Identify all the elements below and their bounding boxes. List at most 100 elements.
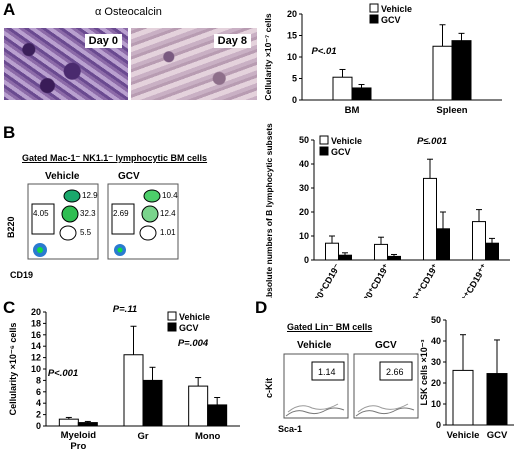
A-cellularity-cat-1: Spleen [436,105,467,116]
d-gcv-contour-2 [357,403,409,413]
D-lsk-ytick-label-4: 40 [431,336,441,346]
B-bsubsets-cat-0: B220⁺CD19⁻ [307,262,343,298]
D-lsk-cat-0: Vehicle [447,430,480,441]
B-bsubsets-legend-swatch-1 [319,146,329,156]
b-vehicle-gate-box [31,203,55,235]
b-gcv-plot-frame [107,183,179,260]
C-myeloid-ytick-label-6: 12 [31,353,41,363]
d-gate-title: Gated Lin⁻ BM cells [287,322,373,332]
C-myeloid-ytick-label-4: 8 [36,375,41,385]
A-cellularity-bar-0-0 [332,76,353,101]
C-myeloid-annot-0: P<.001 [48,368,78,379]
B-bsubsets-legend-label-0: Vehicle [331,136,362,146]
b-vehicle-gate-2 [61,205,79,223]
b-gcv-value-1: 2.69 [113,209,129,218]
B-bsubsets-bar-3-0 [472,221,486,261]
b-vehicle-label: Vehicle [45,171,80,182]
panel-letter-a: A [3,0,16,19]
A-cellularity-legend-swatch-1 [369,14,379,24]
B-bsubsets-bar-0-1 [338,254,352,261]
b-gcv-gate-3 [139,225,157,241]
C-myeloid-annot-2: P=.004 [178,338,209,349]
D-lsk-ytick-label-0: 0 [436,420,441,430]
D-lsk-ytick-label-2: 20 [431,378,441,388]
C-myeloid-cat-1: Gr [137,431,148,442]
A-cellularity-cat-0: BM [345,105,360,116]
B-bsubsets-cat-3: B220⁺⁺CD19⁺⁺ [449,262,490,298]
B-bsubsets-ytick-label-5: 50 [299,135,309,145]
A-cellularity-legend-swatch-0 [369,3,379,13]
C-myeloid-ytick-label-1: 2 [36,410,41,420]
A-cellularity-ylabel: Cellularity ×10⁻⁷ cells [263,13,273,100]
b-vehicle-cloud-2 [37,247,43,253]
day8-label: Day 8 [213,34,251,48]
D-lsk-ylabel: LSK cells ×10⁻³ [419,339,429,405]
C-myeloid-cat-0-0: Myeloid [61,430,97,441]
micrograph-day8: Day 8 [131,28,257,100]
C-myeloid-ytick-label-5: 10 [31,364,41,374]
B-bsubsets-legend-swatch-0 [319,135,329,145]
b-flow-plots: 4.05 12.9 32.3 5.5 2.69 10.4 12.4 1.01 B… [6,183,179,280]
d-gcv-value: 2.66 [386,367,404,377]
d-vehicle-value: 1.14 [318,367,336,377]
B-bsubsets-legend-label-1: GCV [331,147,351,157]
C-myeloid-ytick-label-10: 20 [31,307,41,317]
b-gcv-label: GCV [118,171,140,182]
A-cellularity-legend-label-1: GCV [381,15,401,25]
C-myeloid-legend-swatch-0 [167,311,177,321]
C-myeloid-bar-0-1 [77,422,98,427]
d-x-axis-label: Sca-1 [278,424,302,434]
B-bsubsets-cat-1: B220⁺CD19⁺ [356,262,392,298]
C-myeloid-bar-1-1 [142,379,163,427]
d-vehicle-contour-2 [287,403,339,413]
b-gcv-value-2: 10.4 [162,191,178,200]
B-bsubsets-ylabel: Absolute numbers of B lymphocytic subset… [264,122,274,298]
B-bsubsets-cat-2: B220⁺⁺CD19⁺ [402,262,440,298]
b-vehicle-value-3: 32.3 [80,209,96,218]
panel-letter-c: C [3,298,16,317]
b-gcv-cloud-2 [117,247,123,253]
b-gcv-gate-2 [141,205,159,223]
B-bsubsets-ytick-label-2: 20 [299,207,309,217]
d-gcv-contour-1 [355,407,415,417]
d-y-axis-label: c-Kit [264,378,274,398]
d-vehicle-plot-frame [283,353,349,419]
A-cellularity-legend-label-0: Vehicle [381,4,412,14]
B-bsubsets-ytick-label-4: 40 [299,159,309,169]
b-vehicle-value-4: 5.5 [80,228,92,237]
B-bsubsets-bar-1-0 [374,243,388,261]
C-myeloid-annot-1: P=.11 [113,304,137,315]
day0-label: Day 0 [84,34,122,48]
chart-a-cellularity: 0 5 10 15 20 Cellularity ×10⁻⁷ cells BM Spleen P… [263,3,502,116]
B-bsubsets-bar-1-1 [387,255,401,261]
A-cellularity-ytick-label-2: 10 [287,52,297,62]
d-gcv-gate [379,361,413,381]
C-myeloid-ytick-label-9: 18 [31,318,41,328]
A-cellularity-ytick-label-1: 5 [292,74,297,84]
C-myeloid-ytick-label-0: 0 [36,421,41,431]
A-cellularity-bar-1-1 [451,40,472,101]
B-bsubsets-annot-0: P≤.001 [417,136,447,147]
b-x-axis-label: CD19 [10,270,33,280]
d-gcv-label: GCV [375,340,397,351]
C-myeloid-bar-2-0 [188,385,209,427]
B-bsubsets-bar-0-0 [325,242,339,261]
B-bsubsets-bar-2-1 [436,228,450,261]
chart-d-lsk: 0 10 20 30 40 50 LSK cells ×10⁻³ Vehicle GCV [419,315,514,441]
d-flow-plots: 1.14 2.66 c-Kit Sca-1 [264,353,419,434]
C-myeloid-cat-2: Mono [195,431,221,442]
d-vehicle-contour-1 [285,407,345,417]
A-cellularity-bar-1-0 [432,45,453,101]
b-y-axis-label: B220 [6,216,16,238]
D-lsk-ytick-label-1: 10 [431,399,441,409]
B-bsubsets-bar-3-1 [485,242,499,261]
C-myeloid-ytick-label-7: 14 [31,341,41,351]
B-bsubsets-bar-2-0 [423,177,437,261]
A-cellularity-ytick-label-0: 0 [292,95,297,105]
A-cellularity-ytick-label-3: 15 [287,31,297,41]
b-gcv-value-3: 12.4 [160,209,176,218]
C-myeloid-legend-label-0: Vehicle [179,312,210,322]
B-bsubsets-ytick-label-1: 10 [299,231,309,241]
chart-b-bsubsets: 0 10 20 30 40 50 Absolute numbers of B lymphoc… [264,122,510,298]
